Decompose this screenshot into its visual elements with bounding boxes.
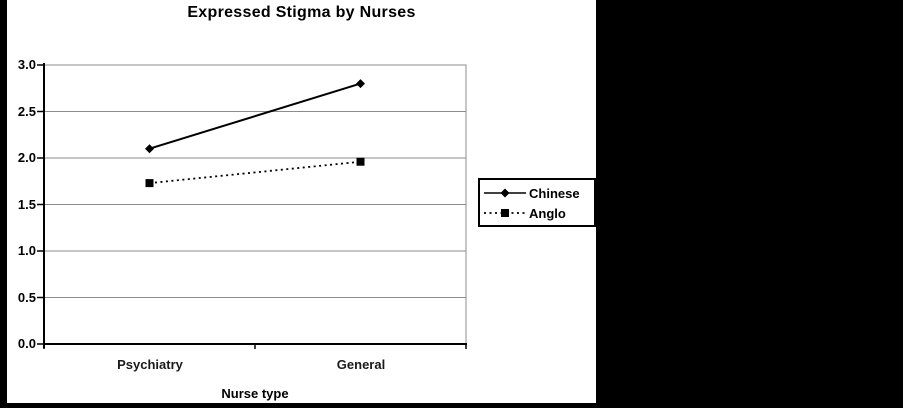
series-line-chinese xyxy=(149,82,361,150)
diamond-marker-icon xyxy=(356,79,365,89)
solid-line-diamond-marker-icon xyxy=(484,188,526,198)
legend-label-anglo: Anglo xyxy=(529,205,566,221)
series-line-anglo xyxy=(149,160,361,185)
y-tick-label: 2.0 xyxy=(17,150,36,165)
y-tick-label: 2.5 xyxy=(17,103,36,119)
x-axis-title: Nurse type xyxy=(221,386,289,401)
y-tick-label: 3.0 xyxy=(17,57,36,72)
x-tick-label-general: General xyxy=(336,357,386,372)
x-tick-label-psychiatry: Psychiatry xyxy=(117,357,183,372)
y-tick-label: 1.5 xyxy=(17,196,36,212)
legend-item-chinese: Chinese xyxy=(483,183,594,203)
legend-item-anglo: Anglo xyxy=(483,203,594,223)
square-marker-icon xyxy=(356,157,365,166)
diamond-marker-icon xyxy=(145,144,154,154)
legend: Chinese Anglo xyxy=(478,178,596,227)
bottom-black-border xyxy=(0,403,903,408)
chart-title: Expressed Stigma by Nurses xyxy=(187,4,416,21)
legend-label-chinese: Chinese xyxy=(529,185,580,201)
right-black-region xyxy=(596,0,903,408)
square-marker-icon xyxy=(145,179,154,188)
y-tick-label: 0.5 xyxy=(17,289,36,305)
y-tick-label: 0.0 xyxy=(17,336,36,351)
dotted-line-square-marker-icon xyxy=(484,209,526,217)
y-tick-label: 1.0 xyxy=(17,243,36,258)
left-black-border xyxy=(0,0,7,408)
